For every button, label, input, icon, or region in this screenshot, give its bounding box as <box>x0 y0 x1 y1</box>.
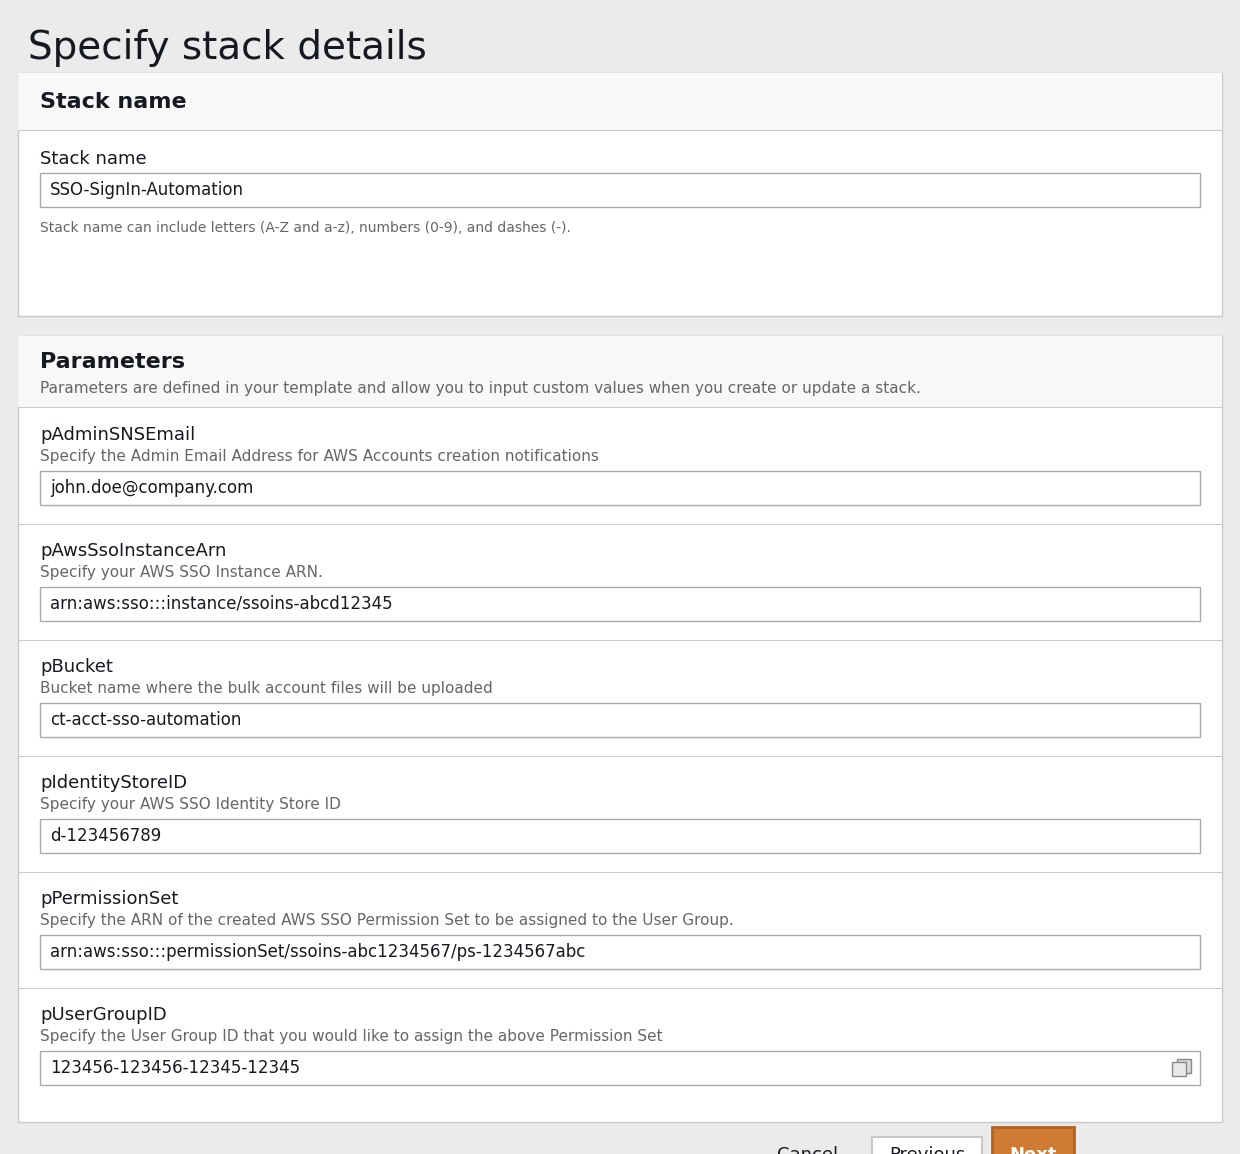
Text: Stack name can include letters (A-Z and a-z), numbers (0-9), and dashes (-).: Stack name can include letters (A-Z and … <box>40 222 570 235</box>
Text: pIdentityStoreID: pIdentityStoreID <box>40 774 187 792</box>
Bar <box>40 587 1200 621</box>
Text: arn:aws:sso:::permissionSet/ssoins-abc1234567/ps-1234567abc: arn:aws:sso:::permissionSet/ssoins-abc12… <box>50 943 585 961</box>
Text: Parameters are defined in your template and allow you to input custom values whe: Parameters are defined in your template … <box>40 381 921 396</box>
Text: Previous: Previous <box>889 1146 965 1154</box>
Bar <box>1177 1059 1190 1073</box>
Bar <box>40 173 1200 207</box>
Text: Specify stack details: Specify stack details <box>29 29 427 67</box>
Text: Cancel: Cancel <box>777 1146 838 1154</box>
Text: pBucket: pBucket <box>40 658 113 676</box>
Bar <box>992 1127 1074 1154</box>
Bar <box>872 1137 982 1154</box>
Text: Specify the User Group ID that you would like to assign the above Permission Set: Specify the User Group ID that you would… <box>40 1029 662 1044</box>
Text: pUserGroupID: pUserGroupID <box>40 1006 166 1024</box>
Bar <box>1172 1062 1185 1076</box>
Text: Specify your AWS SSO Identity Store ID: Specify your AWS SSO Identity Store ID <box>40 797 341 812</box>
Text: john.doe@company.com: john.doe@company.com <box>50 479 253 497</box>
Bar <box>40 935 1200 969</box>
Text: arn:aws:sso:::instance/ssoins-abcd12345: arn:aws:sso:::instance/ssoins-abcd12345 <box>50 595 393 613</box>
Text: ct-acct-sso-automation: ct-acct-sso-automation <box>50 711 242 729</box>
Text: Bucket name where the bulk account files will be uploaded: Bucket name where the bulk account files… <box>40 681 492 696</box>
Text: pAdminSNSEmail: pAdminSNSEmail <box>40 426 195 444</box>
Text: d-123456789: d-123456789 <box>50 827 161 845</box>
Bar <box>19 73 1221 316</box>
Text: SSO-SignIn-Automation: SSO-SignIn-Automation <box>50 181 244 198</box>
Text: Parameters: Parameters <box>40 352 185 372</box>
Bar <box>40 1051 1200 1085</box>
Bar <box>19 336 1221 409</box>
Text: Stack name: Stack name <box>40 92 187 112</box>
Text: Specify your AWS SSO Instance ARN.: Specify your AWS SSO Instance ARN. <box>40 565 322 580</box>
Bar <box>40 471 1200 505</box>
Bar <box>19 336 1221 1122</box>
Bar <box>40 819 1200 853</box>
Text: pPermissionSet: pPermissionSet <box>40 890 179 908</box>
Text: Next: Next <box>1009 1146 1056 1154</box>
Text: Specify the ARN of the created AWS SSO Permission Set to be assigned to the User: Specify the ARN of the created AWS SSO P… <box>40 913 734 928</box>
Text: Stack name: Stack name <box>40 150 146 168</box>
Text: pAwsSsoInstanceArn: pAwsSsoInstanceArn <box>40 542 227 560</box>
Bar <box>40 703 1200 737</box>
Bar <box>19 73 1221 132</box>
Text: 123456-123456-12345-12345: 123456-123456-12345-12345 <box>50 1059 300 1077</box>
Text: Specify the Admin Email Address for AWS Accounts creation notifications: Specify the Admin Email Address for AWS … <box>40 449 599 464</box>
